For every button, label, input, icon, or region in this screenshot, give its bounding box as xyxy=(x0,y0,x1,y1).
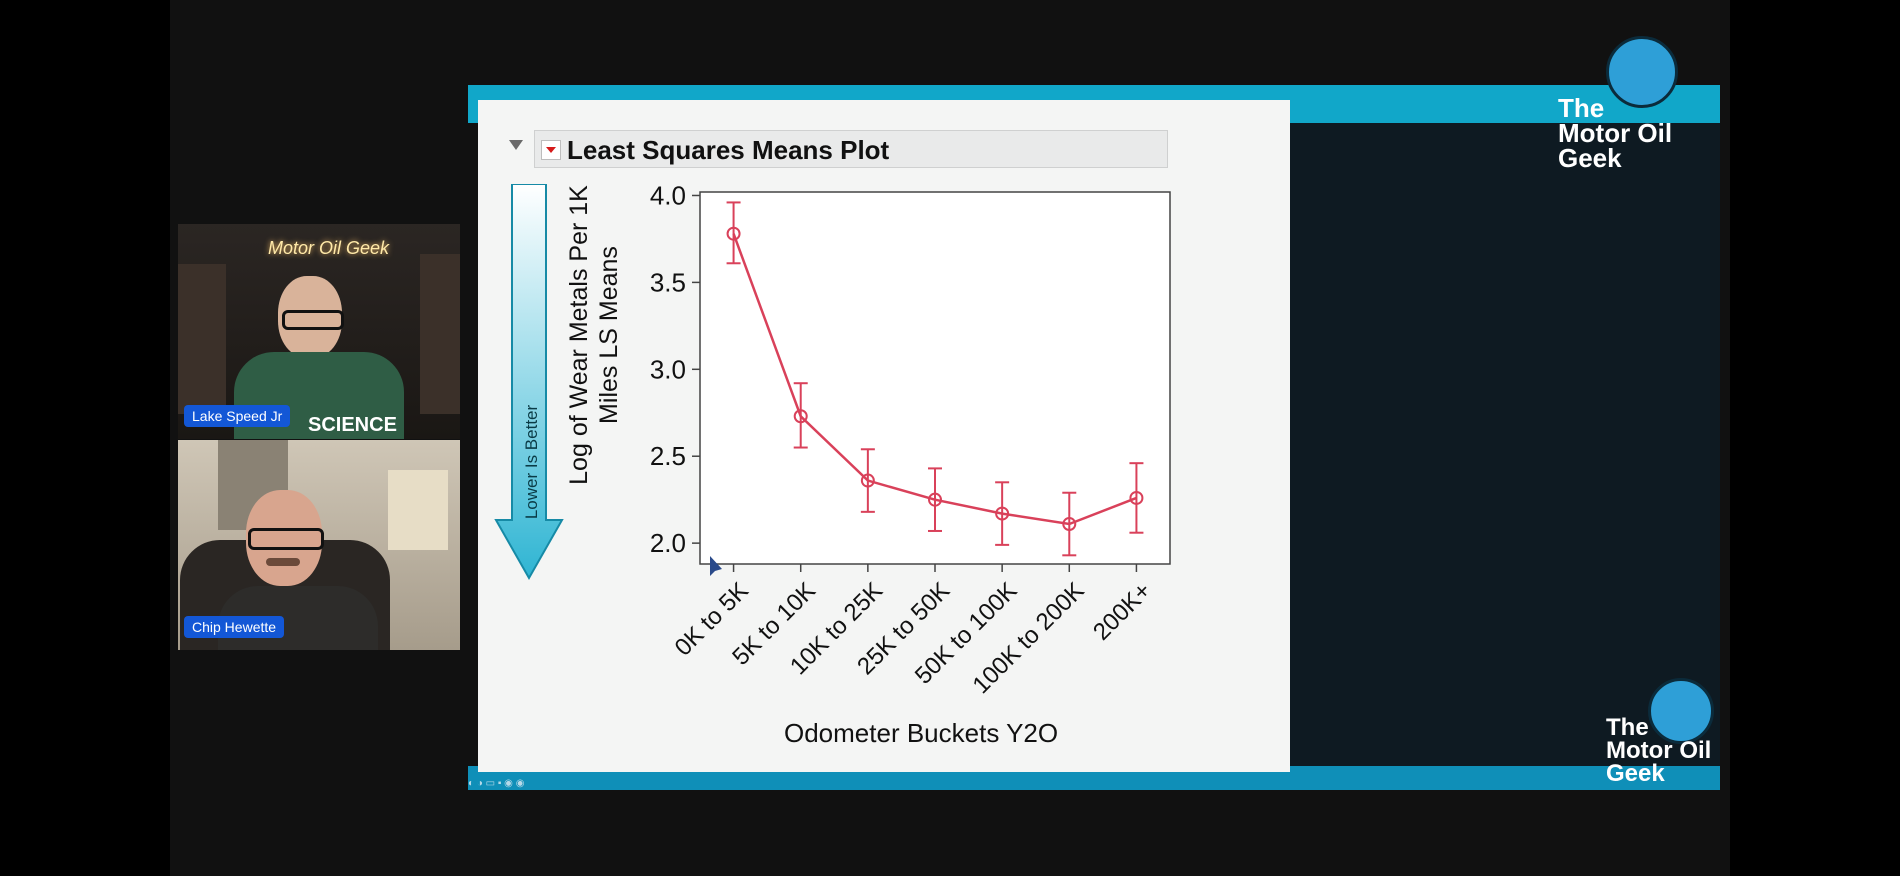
brand-logo-bottom: The Motor Oil Geek xyxy=(1606,714,1712,787)
bottom-toolbar-icons: ◐ ◑ ▭ ▪ ◉ ◉ xyxy=(468,778,525,789)
logo-line2: Motor Oil xyxy=(1558,118,1673,148)
data-point xyxy=(1129,490,1144,505)
logo-line2: Motor Oil xyxy=(1606,737,1712,764)
logo-line1: The xyxy=(1606,714,1649,741)
y-tick-label: 3.5 xyxy=(650,267,686,297)
data-point xyxy=(860,473,875,488)
y-tick-label: 4.0 xyxy=(650,180,686,210)
participant-name-tag: Chip Hewette xyxy=(184,616,285,638)
y-tick-label: 2.5 xyxy=(650,441,686,471)
person-head xyxy=(246,490,322,586)
data-point xyxy=(1062,517,1077,532)
participant-tile-lake: Motor Oil Geek SCIENCE Lake Speed Jr xyxy=(178,224,460,439)
host-avatar-top xyxy=(1606,36,1678,108)
lower-is-better-arrow: Lower Is Better xyxy=(494,183,564,584)
down-arrow-icon xyxy=(494,183,564,581)
report-title: Least Squares Means Plot xyxy=(567,135,890,165)
red-triangle-menu-icon[interactable] xyxy=(541,140,561,160)
glasses xyxy=(248,528,324,550)
data-point xyxy=(995,506,1010,521)
person-head xyxy=(278,276,342,358)
participant-name-tag: Lake Speed Jr xyxy=(184,405,291,427)
jmp-report-panel: Least Squares Means Plot Lower Is Better… xyxy=(478,100,1290,772)
y-tick-label: 3.0 xyxy=(650,354,686,384)
data-point xyxy=(928,492,942,507)
room-window xyxy=(388,470,448,550)
x-axis-title: Odometer Buckets Y2O xyxy=(784,718,1059,748)
data-point xyxy=(793,409,808,424)
host-avatar-bottom xyxy=(1648,678,1714,744)
mouse-cursor-icon xyxy=(710,556,722,576)
shared-screen-right-panel xyxy=(1290,123,1720,766)
bookshelf-left xyxy=(178,264,226,414)
y-tick-label: 2.0 xyxy=(650,528,686,558)
bookshelf-right xyxy=(420,254,460,414)
wall-neon-sign: Motor Oil Geek xyxy=(268,238,390,258)
x-tick-label: 200K+ xyxy=(1088,577,1157,646)
data-point xyxy=(726,226,741,241)
participant-tile-chip: Chip Hewette xyxy=(178,440,460,650)
logo-line1: The xyxy=(1558,93,1605,123)
logo-line3: Geek xyxy=(1606,760,1665,787)
logo-line3: Geek xyxy=(1558,143,1622,173)
disclosure-triangle-icon[interactable] xyxy=(509,140,523,150)
brand-logo-top: The Motor Oil Geek xyxy=(1558,93,1673,173)
glasses xyxy=(282,310,344,330)
mustache xyxy=(266,558,300,566)
shirt-text: SCIENCE xyxy=(308,414,397,436)
report-outline-header[interactable]: Least Squares Means Plot xyxy=(509,130,1168,168)
